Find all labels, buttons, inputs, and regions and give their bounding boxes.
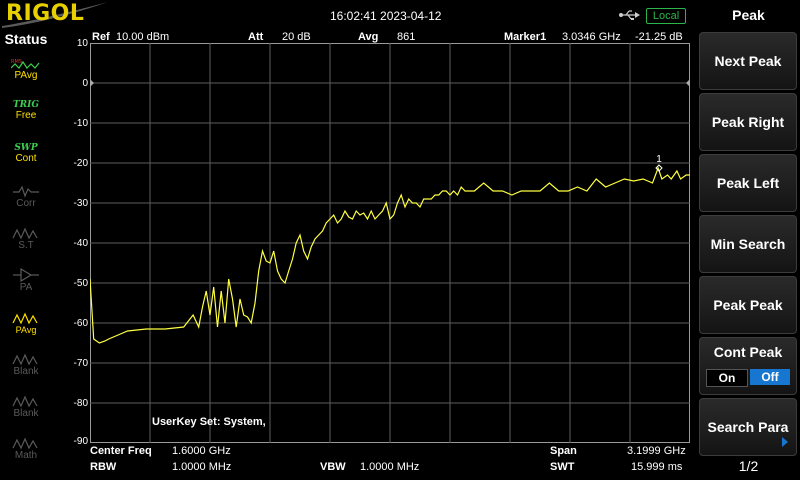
y-tick-label: -70: [73, 358, 88, 369]
blank-wave-icon: [12, 353, 38, 366]
spectrum-graph[interactable]: 1 UserKey Set: System,: [90, 43, 690, 443]
submenu-arrow-icon: [782, 437, 788, 447]
graph-header: Ref 10.00 dBm Att 20 dB Avg 861 Marker1 …: [52, 30, 697, 44]
rbw-value[interactable]: 1.0000 MHz: [172, 461, 232, 473]
cont-peak-off-option[interactable]: Off: [750, 369, 790, 385]
status-column: [0, 30, 52, 480]
status-pa-label: PA: [19, 282, 33, 293]
corr-icon: [13, 185, 39, 198]
status-trigger-value: Free: [15, 110, 37, 121]
marker-1[interactable]: 1: [655, 154, 663, 172]
status-trace-avg-value: PAvg: [15, 325, 37, 335]
status-detector-value: PAvg: [14, 70, 38, 81]
y-tick-label: -50: [73, 278, 88, 289]
bottom-info: Center Freq 1.6000 GHz Span 3.1999 GHz R…: [52, 443, 697, 480]
status-sweep-value: Cont: [15, 153, 37, 164]
logo-swoosh-icon: [2, 2, 108, 28]
search-para-button[interactable]: Search Para: [699, 398, 797, 456]
status-trigger[interactable]: TRIG Free: [4, 100, 48, 140]
peak-right-button[interactable]: Peak Right: [699, 93, 797, 151]
marker-label: Marker1: [504, 31, 547, 43]
page-indicator[interactable]: 1/2: [738, 458, 759, 474]
ref-level-arrow-icon: [90, 79, 94, 87]
status-trace-avg[interactable]: PAvg: [4, 311, 48, 351]
span-value[interactable]: 3.1999 GHz: [627, 445, 686, 457]
svg-text:RMS: RMS: [11, 59, 22, 65]
y-tick-label: -30: [73, 198, 88, 209]
status-sweep[interactable]: SWP Cont: [4, 143, 48, 183]
swt-label: SWT: [550, 461, 575, 473]
center-freq-label: Center Freq: [90, 445, 152, 457]
status-st[interactable]: S.T: [4, 226, 48, 266]
status-detector[interactable]: RMS PAvg: [4, 58, 48, 98]
usb-icon: [619, 10, 640, 20]
peak-peak-button[interactable]: Peak Peak: [699, 276, 797, 334]
status-blank-2-label: Blank: [13, 408, 39, 419]
status-blank-1-label: Blank: [13, 366, 39, 377]
y-tick-label: -20: [73, 158, 88, 169]
cont-peak-button[interactable]: Cont Peak On Off: [699, 337, 797, 395]
cont-peak-label: Cont Peak: [713, 344, 783, 360]
center-freq-value[interactable]: 1.6000 GHz: [172, 445, 231, 457]
detector-wave-icon: RMS: [11, 59, 40, 69]
userkey-label: UserKey Set: System,: [152, 416, 266, 428]
y-tick-label: -80: [73, 398, 88, 409]
min-search-button[interactable]: Min Search: [699, 215, 797, 273]
y-tick-label: 10: [76, 38, 88, 49]
span-label: Span: [550, 445, 577, 457]
peak-right-label: Peak Right: [711, 114, 785, 130]
y-tick-label: -40: [73, 238, 88, 249]
cont-peak-on-option[interactable]: On: [706, 369, 748, 387]
marker-level: -21.25 dB: [635, 31, 683, 43]
status-math-label: Math: [14, 450, 38, 461]
top-bar: RIGOL 16:02:41 2023-04-12 Local: [0, 0, 697, 30]
peak-left-button[interactable]: Peak Left: [699, 154, 797, 212]
y-tick-label: 0: [82, 78, 88, 89]
amplifier-icon: [13, 268, 39, 282]
next-peak-button[interactable]: Next Peak: [699, 32, 797, 90]
ref-level-arrow-right-icon: [686, 79, 690, 87]
peak-peak-label: Peak Peak: [713, 297, 783, 313]
marker-diamond-icon: [655, 164, 663, 172]
rbw-label: RBW: [90, 461, 117, 473]
math-wave-icon: [12, 437, 38, 450]
graph-grid: [90, 43, 690, 443]
next-peak-label: Next Peak: [714, 53, 782, 69]
local-badge: Local: [646, 8, 686, 24]
min-search-label: Min Search: [710, 236, 786, 252]
st-wave-icon: [12, 227, 38, 240]
trace-avg-wave-icon: [12, 312, 38, 325]
rigol-logo: RIGOL: [6, 1, 85, 26]
y-tick-label: -90: [73, 436, 88, 447]
peak-left-label: Peak Left: [716, 175, 780, 191]
avg-label: Avg: [358, 31, 379, 43]
menu-title: Peak: [732, 7, 765, 23]
y-tick-label: -60: [73, 318, 88, 329]
vbw-label: VBW: [320, 461, 346, 473]
blank-wave-icon: [12, 395, 38, 408]
marker-number: 1: [656, 154, 662, 165]
vbw-value[interactable]: 1.0000 MHz: [360, 461, 420, 473]
status-st-label: S.T: [18, 240, 34, 251]
y-tick-label: -10: [73, 118, 88, 129]
swt-value[interactable]: 15.999 ms: [631, 461, 683, 473]
marker-freq: 3.0346 GHz: [562, 31, 621, 43]
datetime: 16:02:41 2023-04-12: [330, 9, 442, 23]
status-blank-2[interactable]: Blank: [4, 394, 48, 434]
att-label: Att: [248, 31, 264, 43]
ref-label: Ref: [92, 31, 110, 43]
status-pa[interactable]: PA: [4, 268, 48, 308]
status-corr-label: Corr: [16, 198, 36, 209]
status-blank-1[interactable]: Blank: [4, 352, 48, 392]
status-math[interactable]: Math: [4, 436, 48, 476]
ref-value[interactable]: 10.00 dBm: [116, 31, 170, 43]
status-trigger-title: TRIG: [12, 100, 40, 110]
status-sweep-title: SWP: [14, 143, 38, 153]
status-corr[interactable]: Corr: [4, 184, 48, 224]
att-value[interactable]: 20 dB: [282, 31, 311, 43]
spectrum-trace: [90, 166, 690, 344]
search-para-label: Search Para: [707, 419, 789, 435]
avg-value: 861: [397, 31, 416, 43]
status-title: Status: [4, 31, 48, 47]
